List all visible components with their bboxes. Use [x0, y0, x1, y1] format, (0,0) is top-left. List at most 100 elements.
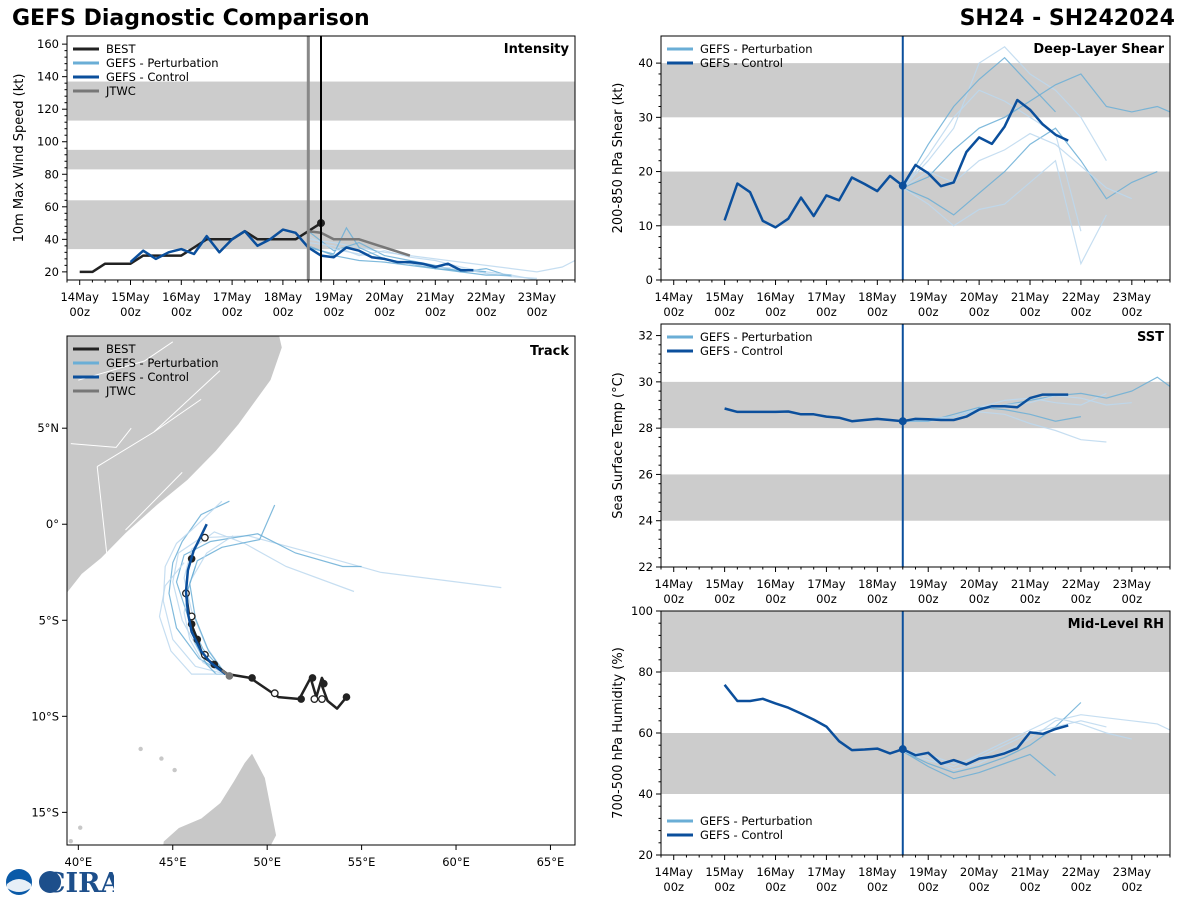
intensity-xtick-label: 00z [120, 305, 141, 319]
track-control-line [184, 523, 227, 676]
country-border-2 [70, 427, 132, 448]
rh-xtick-label: 16May [756, 865, 795, 879]
shear-xtick-label: 20May [960, 290, 999, 304]
legend-label-control: GEFS - Control [700, 828, 783, 842]
shear-xtick-label: 21May [1011, 290, 1050, 304]
track-perturbation-line-8 [158, 562, 226, 675]
legend-label-control: GEFS - Control [700, 344, 783, 358]
rh-control-line [723, 684, 1069, 766]
track-xtick-label: 50°E [253, 855, 281, 869]
intensity-xtick-label: 00z [527, 305, 548, 319]
intensity-xtick-label: 17May [213, 290, 252, 304]
intensity-xtick-label: 00z [374, 305, 395, 319]
rh-xtick-label: 00z [1071, 880, 1092, 894]
rh-band-1 [661, 611, 1170, 672]
panel-track: 40°E 45°E 50°E 55°E 60°E 65°E 5°N 0° 5°S 10°S 15°S… [31, 335, 576, 869]
panel-shear: 01020304014May00z15May00z16May00z17May00… [611, 35, 1171, 319]
intensity-ytick-label: 80 [44, 167, 59, 181]
rh-perturbation-line-2 [902, 720, 1107, 765]
shear-xtick-label: 00z [714, 305, 735, 319]
intensity-ytick-label: 140 [37, 70, 59, 84]
intensity-xtick-label: 00z [323, 305, 344, 319]
sst-band-0 [661, 474, 1170, 521]
legend-label-perturbation: GEFS - Perturbation [106, 356, 219, 370]
sst-xtick-label: 14May [655, 577, 694, 591]
shear-ytick-label: 20 [638, 165, 653, 179]
rh-xtick-label: 21May [1011, 865, 1050, 879]
rh-xtick-label: 00z [714, 880, 735, 894]
track-perturbation-line-0 [172, 535, 502, 675]
legend-label-best: BEST [106, 342, 136, 356]
intensity-xtick-label: 20May [365, 290, 404, 304]
rh-band-0 [661, 733, 1170, 794]
rh-xtick-label: 19May [909, 865, 948, 879]
intensity-title: Intensity [504, 42, 570, 57]
sst-xtick-label: 00z [867, 592, 888, 606]
track-ytick-label: 5°N [37, 421, 59, 435]
noaa-logo-wave [7, 879, 31, 892]
intensity-xtick-label: 15May [111, 290, 150, 304]
sst-xtick-label: 17May [807, 577, 846, 591]
shear-xtick-label: 14May [655, 290, 694, 304]
cira-globe-icon [39, 871, 61, 893]
sst-xtick-label: 00z [663, 592, 684, 606]
rh-xtick-label: 00z [1121, 880, 1142, 894]
sst-xtick-label: 00z [918, 592, 939, 606]
intensity-perturbation-line-0 [308, 238, 575, 273]
sst-ytick-label: 24 [638, 514, 653, 528]
rh-xtick-label: 20May [960, 865, 999, 879]
rh-xtick-label: 17May [807, 865, 846, 879]
country-border-1 [96, 466, 108, 554]
rh-ytick-label: 20 [638, 848, 653, 862]
intensity-xtick-label: 14May [60, 290, 99, 304]
rh-xtick-label: 00z [663, 880, 684, 894]
shear-ytick-label: 30 [638, 110, 653, 124]
island-4 [78, 825, 83, 830]
shear-xtick-label: 18May [858, 290, 897, 304]
intensity-xtick-label: 00z [425, 305, 446, 319]
panel-intensity: 2040608010012014016014May00z15May00z16Ma… [12, 35, 576, 319]
track-ytick-label: 10°S [31, 709, 59, 723]
legend-label-perturbation: GEFS - Perturbation [700, 814, 813, 828]
sst-xtick-label: 22May [1062, 577, 1101, 591]
shear-xtick-label: 23May [1113, 290, 1152, 304]
intensity-xtick-label: 23May [518, 290, 557, 304]
shear-perturbation-line-5 [902, 56, 1056, 189]
track-xtick-label: 55°E [348, 855, 376, 869]
rh-xtick-label: 00z [765, 880, 786, 894]
track-ytick-label: 5°S [39, 613, 59, 627]
sst-ylabel: Sea Surface Temp (°C) [611, 372, 626, 519]
rh-xtick-label: 00z [1020, 880, 1041, 894]
track-best-marker-filled [248, 674, 256, 682]
shear-band-0 [661, 171, 1170, 226]
country-border-5 [125, 472, 183, 531]
country-border-3 [153, 398, 202, 433]
island-1 [159, 756, 164, 761]
shear-xtick-label: 17May [807, 290, 846, 304]
track-plot-area [67, 336, 502, 845]
sst-frame [660, 323, 1171, 568]
shear-ytick-label: 0 [646, 273, 653, 287]
shear-plot-area [723, 46, 1170, 266]
legend-label-perturbation: GEFS - Perturbation [106, 56, 219, 70]
shear-title: Deep-Layer Shear [1033, 42, 1164, 57]
rh-ytick-label: 100 [631, 604, 653, 618]
intensity-xtick-label: 00z [273, 305, 294, 319]
sst-xtick-label: 20May [960, 577, 999, 591]
track-xtick-label: 65°E [537, 855, 565, 869]
rh-xtick-label: 23May [1113, 865, 1152, 879]
panel-rh: 2040608010014May00z15May00z16May00z17May… [611, 604, 1171, 894]
rh-title: Mid-Level RH [1068, 617, 1164, 632]
track-ytick-label: 0° [46, 517, 59, 531]
shear-xtick-label: 15May [705, 290, 744, 304]
sst-xtick-label: 00z [816, 592, 837, 606]
intensity-ytick-label: 100 [37, 135, 59, 149]
intensity-ytick-label: 40 [44, 232, 59, 246]
sst-xtick-label: 00z [969, 592, 990, 606]
track-jtwc-marker [225, 672, 234, 680]
rh-xtick-label: 22May [1062, 865, 1101, 879]
sst-xtick-label: 00z [765, 592, 786, 606]
island-0 [138, 746, 143, 752]
sst-plot-area [724, 376, 1170, 443]
legend-label-perturbation: GEFS - Perturbation [700, 330, 813, 344]
